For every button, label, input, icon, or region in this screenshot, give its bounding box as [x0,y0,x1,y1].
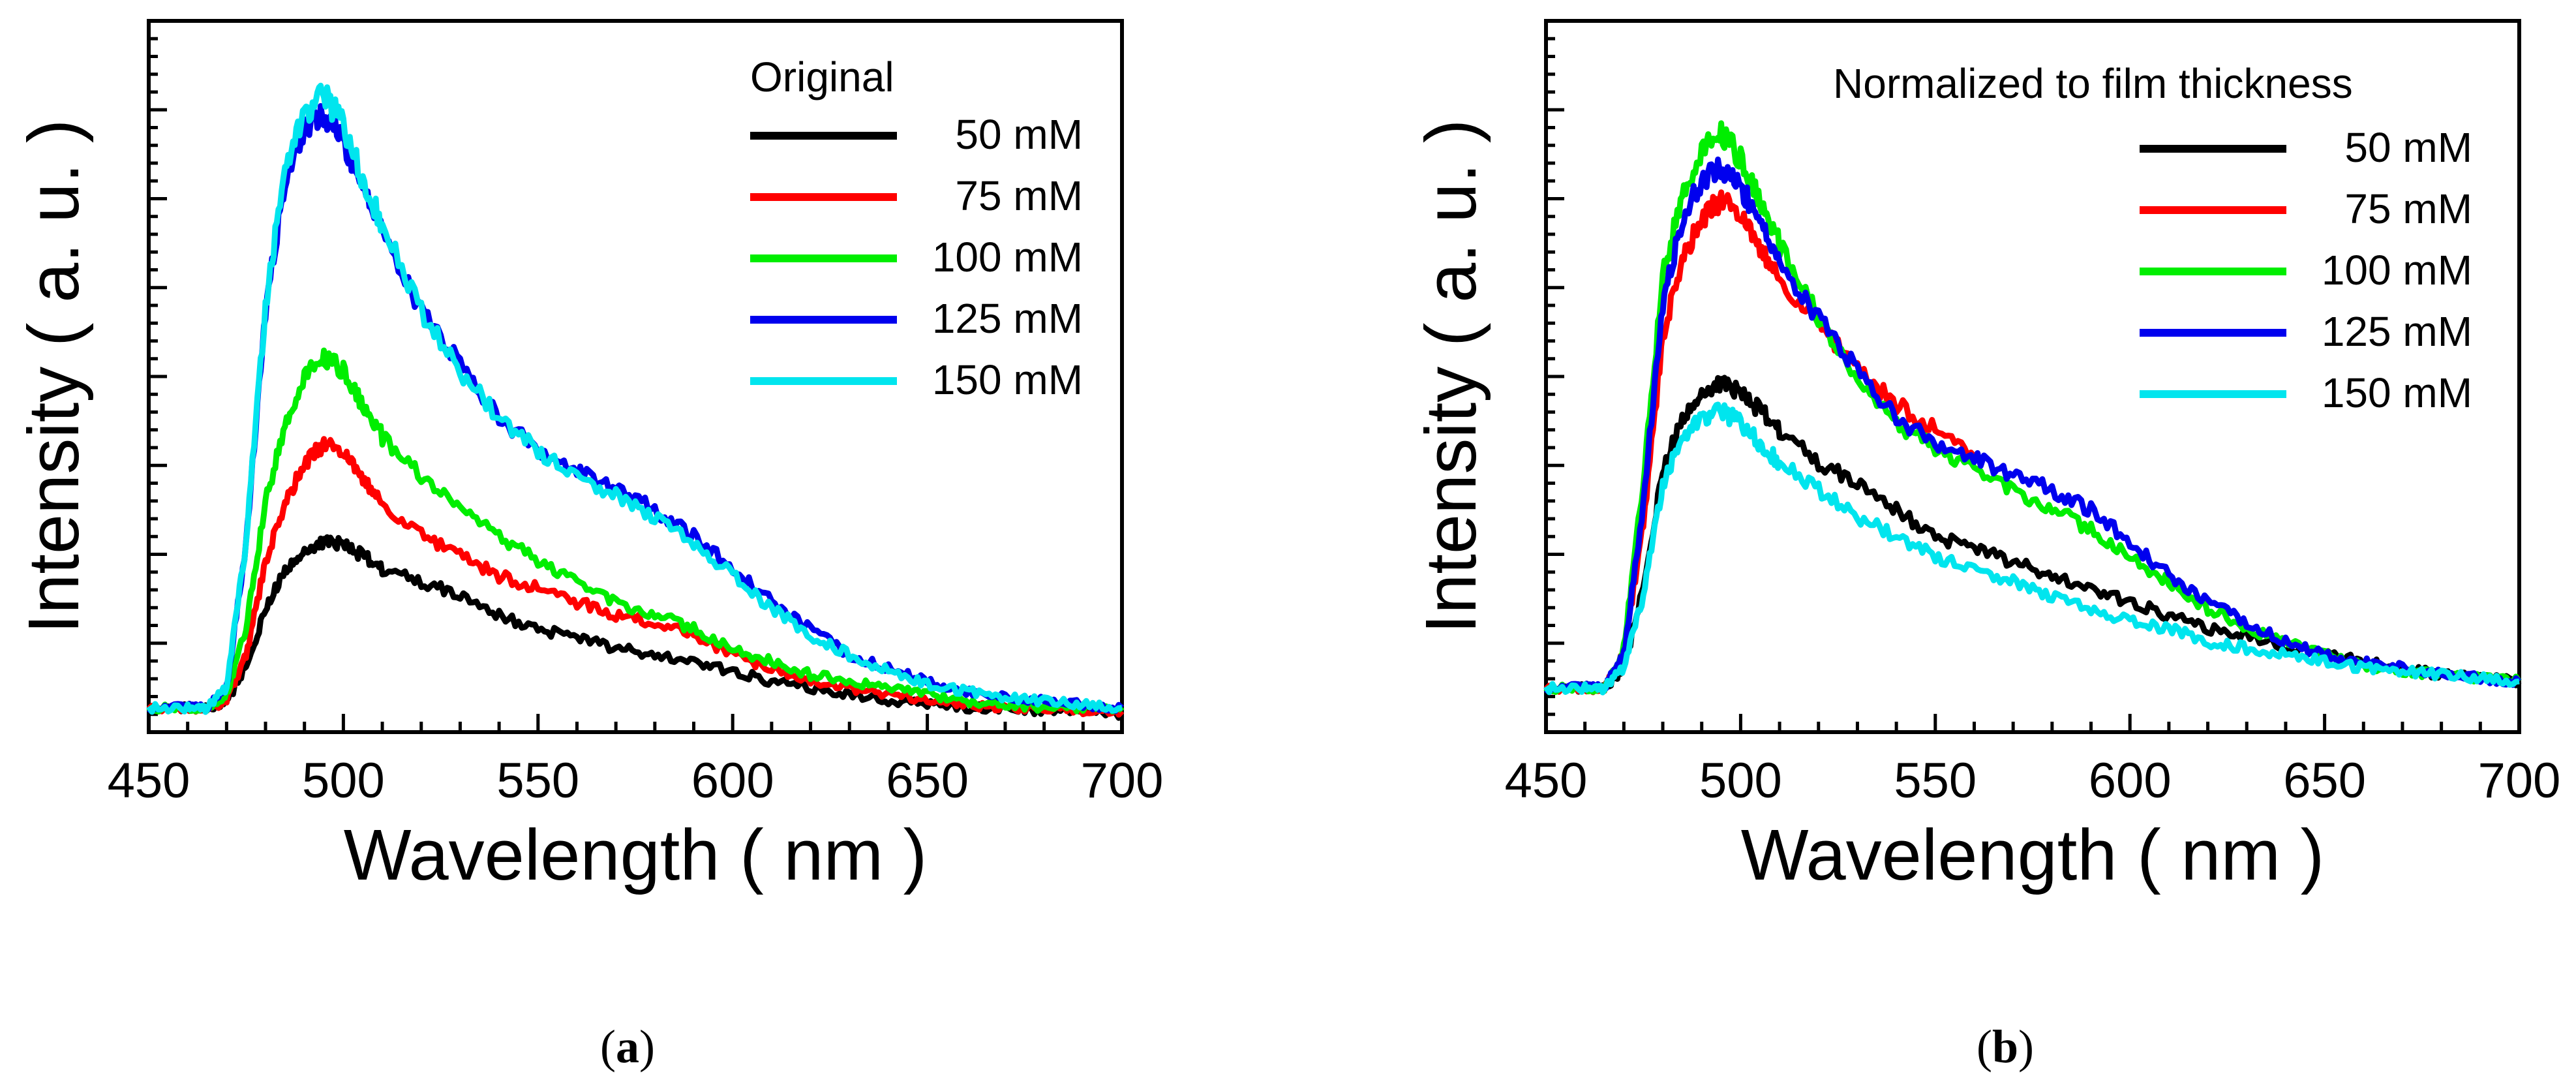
caption-a: (a) [600,1021,655,1073]
caption-b: (b) [1977,1021,2034,1073]
caption-letter-a: a [616,1021,639,1073]
y-ticks-a [149,19,167,734]
legend-label: 50 mM [955,111,1083,158]
legend-title-b: Normalized to film thickness [1833,60,2353,107]
x-axis-title-b: Wavelength ( nm ) [1741,815,2325,895]
caption-letter-b: b [1992,1021,2018,1073]
series-line-75-mm [146,436,1125,718]
series-line-150-mm [146,82,1123,715]
x-tick-label-a: 550 [496,753,579,808]
legend-label: 100 mM [2322,247,2472,294]
x-tick-label-a: 700 [1081,753,1164,808]
series-line-100-mm [146,347,1125,715]
x-tick-label-a: 500 [302,753,385,808]
legend-label: 50 mM [2344,124,2472,171]
series-lines-b [1543,120,2522,696]
x-tick-label-b: 700 [2478,753,2561,808]
series-line-150-mm [1543,401,2520,696]
y-axis-title-a: Intensity ( a. u. ) [14,119,94,634]
legend-label: 125 mM [2322,308,2472,355]
x-ticks-a: 450 500 550 600 650 700 [108,714,1164,808]
legend-label: 125 mM [932,295,1083,342]
x-tick-label-b: 500 [1699,753,1782,808]
x-tick-label-b: 550 [1894,753,1977,808]
legend-label: 75 mM [2344,185,2472,232]
x-tick-label-b: 450 [1505,753,1588,808]
x-tick-label-a: 650 [886,753,969,808]
legend-b: 50 mM 75 mM 100 mM 125 mM 150 mM [2140,124,2472,416]
legend-label: 150 mM [932,356,1083,403]
chart-panel-a: 450 500 550 600 650 700 Wavelength ( nm ) Int… [14,19,1164,1073]
x-tick-label-b: 600 [2089,753,2172,808]
series-line-50-mm [147,534,1125,721]
series-line-100-mm [1543,120,2522,695]
x-tick-label-a: 450 [108,753,190,808]
legend-label: 75 mM [955,172,1083,219]
series-lines-a [146,82,1125,721]
y-ticks-b [1546,19,1564,734]
x-ticks-b: 450 500 550 600 650 700 [1505,714,2561,808]
legend-a: 50 mM 75 mM 100 mM 125 mM 150 mM [750,111,1083,403]
x-tick-label-a: 600 [691,753,774,808]
x-tick-label-b: 650 [2283,753,2366,808]
legend-label: 150 mM [2322,369,2472,416]
x-axis-title-a: Wavelength ( nm ) [344,815,928,895]
y-axis-title-b: Intensity ( a. u. ) [1411,119,1491,634]
chart-panel-b: 450 500 550 600 650 700 Wavelength ( nm ) Int… [1411,19,2561,1073]
legend-label: 100 mM [932,234,1083,281]
legend-title-a: Original [750,54,894,100]
